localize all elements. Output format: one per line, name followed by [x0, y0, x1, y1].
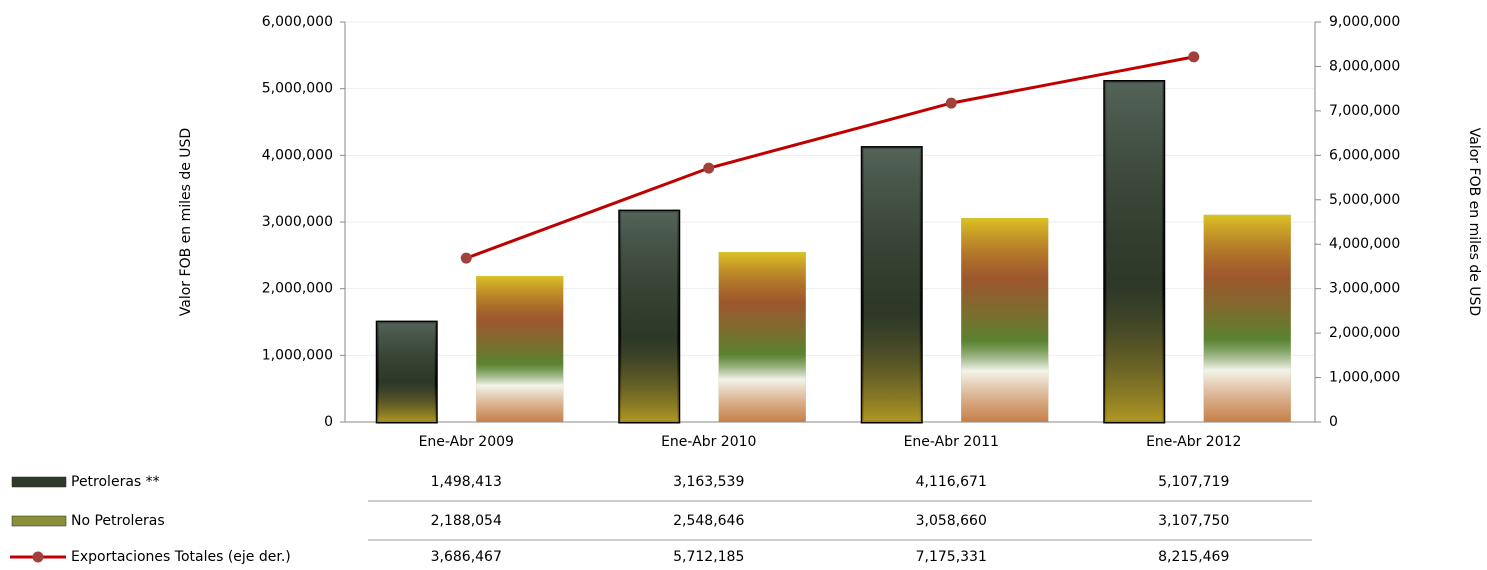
- legend-swatch: [11, 476, 67, 488]
- table-cell: 7,175,331: [916, 549, 987, 565]
- table-cell: 3,058,660: [916, 513, 987, 529]
- bar-texture: [619, 211, 679, 422]
- table-cell: 5,712,185: [673, 549, 744, 565]
- line: [465, 55, 1195, 260]
- table-cell: 4,116,671: [916, 474, 987, 490]
- x-tick-label: Ene-Abr 2012: [1146, 434, 1241, 450]
- y-tick-label: 3,000,000: [262, 214, 333, 230]
- y2-tick-label: 6,000,000: [1329, 147, 1400, 163]
- legend-swatch: [11, 515, 67, 527]
- y-tick-label: 1,000,000: [262, 347, 333, 363]
- table-cell: 5,107,719: [1158, 474, 1229, 490]
- y2-tick-label: 1,000,000: [1329, 370, 1400, 386]
- line-marker: [460, 252, 472, 264]
- table-cell: 3,163,539: [673, 474, 744, 490]
- table-cell: 8,215,469: [1158, 549, 1229, 565]
- bar-texture: [1104, 81, 1164, 422]
- y2-tick-label: 7,000,000: [1329, 103, 1400, 119]
- table-cell: 3,107,750: [1158, 513, 1229, 529]
- y-tick-label: 6,000,000: [262, 14, 333, 30]
- table-cell: 2,548,646: [673, 513, 744, 529]
- x-tick-label: Ene-Abr 2011: [904, 434, 999, 450]
- y2-tick-label: 0: [1329, 414, 1338, 430]
- y-tick-label: 5,000,000: [262, 81, 333, 97]
- bar-texture: [862, 147, 922, 422]
- legend-label: Exportaciones Totales (eje der.): [71, 549, 291, 565]
- x-tick-label: Ene-Abr 2009: [419, 434, 514, 450]
- table-cell: 1,498,413: [431, 474, 502, 490]
- y2-tick-label: 2,000,000: [1329, 325, 1400, 341]
- legend-label: Petroleras **: [71, 474, 160, 490]
- y2-axis-title: Valor FOB en miles de USD: [1466, 128, 1482, 316]
- y2-tick-label: 8,000,000: [1329, 58, 1400, 74]
- bar-texture: [1203, 214, 1291, 422]
- y-axis-title: Valor FOB en miles de USD: [178, 128, 194, 316]
- table-cell: 2,188,054: [431, 513, 502, 529]
- x-tick-label: Ene-Abr 2010: [661, 434, 756, 450]
- y2-tick-label: 3,000,000: [1329, 281, 1400, 297]
- y-tick-label: 4,000,000: [262, 147, 333, 163]
- bar-texture: [718, 252, 806, 422]
- bar-texture: [377, 322, 437, 422]
- bar-texture: [476, 276, 564, 422]
- y2-tick-label: 4,000,000: [1329, 236, 1400, 252]
- table-cell: 3,686,467: [431, 549, 502, 565]
- y-tick-label: 0: [324, 414, 333, 430]
- y2-tick-label: 5,000,000: [1329, 192, 1400, 208]
- y2-tick-label: 9,000,000: [1329, 14, 1400, 30]
- line-marker: [1188, 51, 1200, 63]
- legend-marker: [32, 551, 44, 563]
- legend-label: No Petroleras: [71, 513, 165, 529]
- line-marker: [945, 97, 957, 109]
- line-marker: [703, 162, 715, 174]
- y-tick-label: 2,000,000: [262, 281, 333, 297]
- bar-texture: [961, 218, 1049, 422]
